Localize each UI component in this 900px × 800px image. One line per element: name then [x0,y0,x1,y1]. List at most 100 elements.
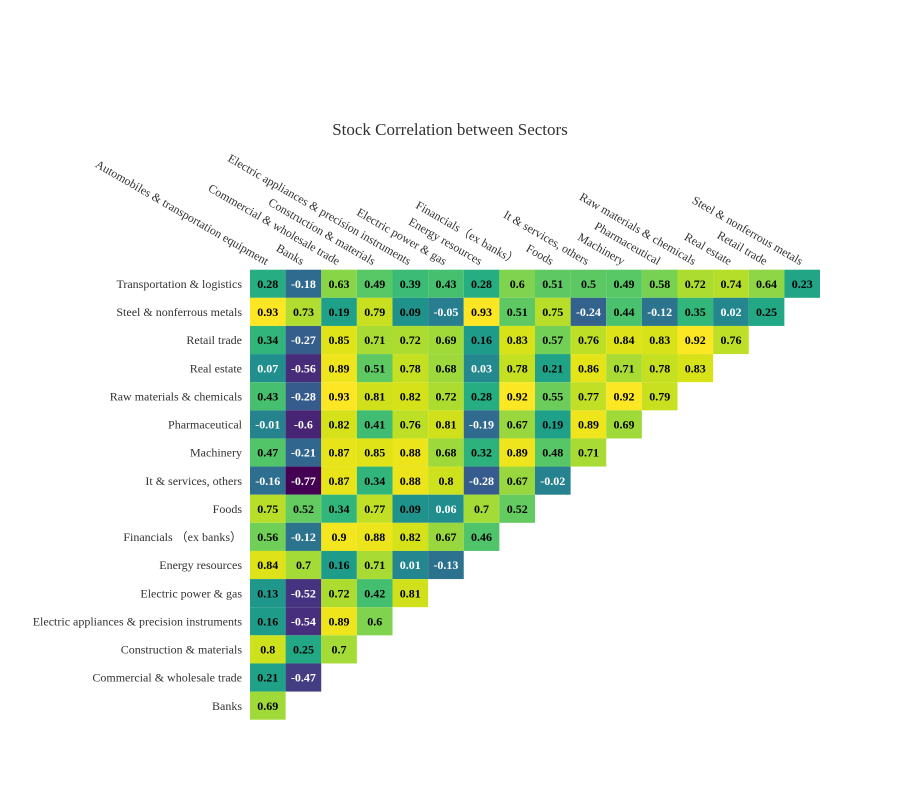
svg-text:0.9: 0.9 [332,530,347,544]
svg-text:0.19: 0.19 [542,418,563,432]
svg-text:-0.21: -0.21 [291,446,316,460]
svg-text:0.76: 0.76 [720,333,741,347]
svg-text:0.25: 0.25 [756,305,777,319]
svg-text:0.63: 0.63 [329,277,350,291]
svg-text:0.34: 0.34 [364,474,385,488]
svg-text:0.89: 0.89 [329,361,350,375]
svg-text:-0.02: -0.02 [540,474,565,488]
svg-text:0.51: 0.51 [364,361,385,375]
svg-text:0.6: 0.6 [367,614,382,628]
svg-text:0.85: 0.85 [364,446,385,460]
svg-text:0.86: 0.86 [578,361,599,375]
svg-text:0.52: 0.52 [507,502,528,516]
svg-text:0.49: 0.49 [614,277,635,291]
svg-text:0.87: 0.87 [329,474,350,488]
svg-text:Machinery: Machinery [190,446,242,460]
svg-text:0.03: 0.03 [471,361,492,375]
svg-text:Electric appliances & precisio: Electric appliances & precision instrume… [33,614,243,628]
svg-text:0.71: 0.71 [364,558,385,572]
svg-text:0.67: 0.67 [507,474,528,488]
svg-text:0.82: 0.82 [329,418,350,432]
svg-text:0.92: 0.92 [685,333,706,347]
svg-text:0.75: 0.75 [542,305,563,319]
svg-text:0.7: 0.7 [296,558,311,572]
svg-text:0.89: 0.89 [507,446,528,460]
svg-text:-0.19: -0.19 [469,418,494,432]
svg-text:0.5: 0.5 [581,277,596,291]
svg-text:-0.28: -0.28 [469,474,494,488]
svg-text:0.85: 0.85 [329,333,350,347]
svg-text:0.49: 0.49 [364,277,385,291]
svg-text:0.72: 0.72 [435,389,456,403]
svg-text:-0.56: -0.56 [291,361,316,375]
svg-text:0.52: 0.52 [293,502,314,516]
svg-text:-0.12: -0.12 [647,305,672,319]
svg-text:-0.77: -0.77 [291,474,316,488]
svg-text:0.06: 0.06 [435,502,456,516]
svg-text:0.28: 0.28 [471,389,492,403]
svg-text:0.34: 0.34 [329,502,350,516]
svg-text:Raw materials & chemicals: Raw materials & chemicals [110,389,243,403]
svg-text:0.74: 0.74 [720,277,741,291]
svg-text:-0.54: -0.54 [291,614,316,628]
svg-text:0.57: 0.57 [542,333,563,347]
svg-text:0.67: 0.67 [507,418,528,432]
svg-text:-0.27: -0.27 [291,333,316,347]
svg-text:0.89: 0.89 [329,614,350,628]
svg-text:0.68: 0.68 [435,361,456,375]
svg-text:0.42: 0.42 [364,586,385,600]
svg-text:0.51: 0.51 [542,277,563,291]
svg-text:0.43: 0.43 [435,277,456,291]
svg-text:0.78: 0.78 [400,361,421,375]
svg-text:0.89: 0.89 [578,418,599,432]
svg-text:0.76: 0.76 [400,418,421,432]
svg-text:0.21: 0.21 [257,671,278,685]
svg-text:0.43: 0.43 [257,389,278,403]
svg-text:0.83: 0.83 [649,333,670,347]
svg-text:0.79: 0.79 [649,389,670,403]
svg-text:0.64: 0.64 [756,277,777,291]
svg-text:0.55: 0.55 [542,389,563,403]
svg-text:0.72: 0.72 [400,333,421,347]
svg-text:Foods: Foods [213,502,243,516]
svg-text:0.76: 0.76 [578,333,599,347]
svg-text:0.71: 0.71 [364,333,385,347]
svg-text:-0.13: -0.13 [433,558,458,572]
svg-text:0.8: 0.8 [260,643,275,657]
svg-text:0.71: 0.71 [614,361,635,375]
svg-text:0.21: 0.21 [542,361,563,375]
svg-text:0.58: 0.58 [649,277,670,291]
svg-text:0.41: 0.41 [364,418,385,432]
svg-text:0.78: 0.78 [649,361,670,375]
svg-text:0.81: 0.81 [364,389,385,403]
svg-text:Financials （ex banks）: Financials （ex banks） [123,530,242,544]
svg-text:Banks: Banks [212,699,242,713]
svg-text:0.23: 0.23 [792,277,813,291]
svg-text:0.25: 0.25 [293,643,314,657]
svg-text:Commercial & wholesale trade: Commercial & wholesale trade [92,671,242,685]
svg-text:0.35: 0.35 [685,305,706,319]
svg-text:0.7: 0.7 [332,643,347,657]
svg-text:0.19: 0.19 [329,305,350,319]
svg-text:0.87: 0.87 [329,446,350,460]
svg-text:0.6: 0.6 [510,277,525,291]
svg-text:0.71: 0.71 [578,446,599,460]
svg-text:0.69: 0.69 [614,418,635,432]
svg-text:0.83: 0.83 [685,361,706,375]
svg-text:0.84: 0.84 [614,333,635,347]
svg-text:0.88: 0.88 [400,446,421,460]
svg-text:0.44: 0.44 [614,305,635,319]
svg-text:Energy resources: Energy resources [159,558,242,572]
svg-text:0.47: 0.47 [257,446,278,460]
svg-text:0.01: 0.01 [400,558,421,572]
svg-text:0.93: 0.93 [257,305,278,319]
svg-text:0.39: 0.39 [400,277,421,291]
svg-text:Retail trade: Retail trade [186,333,242,347]
svg-text:0.79: 0.79 [364,305,385,319]
svg-text:-0.24: -0.24 [576,305,601,319]
svg-text:0.8: 0.8 [438,474,453,488]
svg-text:0.34: 0.34 [257,333,278,347]
svg-text:0.28: 0.28 [257,277,278,291]
svg-text:0.88: 0.88 [400,474,421,488]
svg-text:0.81: 0.81 [400,586,421,600]
